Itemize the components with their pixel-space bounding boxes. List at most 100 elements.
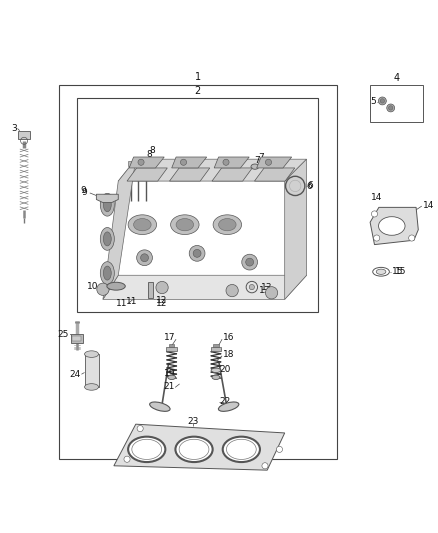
- Bar: [59, 85, 337, 459]
- Ellipse shape: [219, 402, 239, 411]
- Text: 2: 2: [194, 86, 200, 96]
- Circle shape: [97, 283, 109, 295]
- Ellipse shape: [219, 219, 236, 231]
- Polygon shape: [127, 168, 167, 181]
- Text: 9: 9: [82, 189, 88, 197]
- Bar: [128, 161, 134, 166]
- Text: 21: 21: [163, 383, 174, 391]
- Circle shape: [242, 254, 258, 270]
- Bar: [370, 85, 423, 122]
- Bar: [166, 347, 177, 351]
- Bar: [266, 164, 274, 170]
- Bar: [135, 161, 141, 166]
- Text: 17: 17: [164, 334, 175, 342]
- Text: 18: 18: [223, 351, 234, 359]
- Circle shape: [226, 285, 238, 297]
- Ellipse shape: [103, 266, 111, 280]
- Ellipse shape: [134, 219, 151, 231]
- Polygon shape: [103, 159, 136, 300]
- Polygon shape: [118, 159, 307, 181]
- Circle shape: [371, 211, 378, 217]
- Text: 6: 6: [307, 181, 313, 190]
- Circle shape: [387, 104, 395, 112]
- Text: 25: 25: [58, 330, 69, 339]
- Text: 8: 8: [149, 146, 155, 155]
- Ellipse shape: [100, 193, 114, 216]
- Bar: [148, 282, 153, 298]
- Bar: [169, 344, 174, 347]
- Circle shape: [137, 425, 143, 432]
- Bar: [85, 354, 99, 387]
- Polygon shape: [212, 168, 252, 181]
- Circle shape: [380, 99, 385, 103]
- Bar: [77, 98, 318, 312]
- Text: 22: 22: [219, 397, 230, 406]
- Text: 4: 4: [393, 72, 399, 83]
- Circle shape: [156, 281, 168, 294]
- Ellipse shape: [213, 215, 241, 235]
- Circle shape: [141, 254, 148, 262]
- Circle shape: [246, 258, 254, 266]
- Ellipse shape: [168, 375, 176, 379]
- Polygon shape: [96, 194, 118, 203]
- Ellipse shape: [223, 437, 260, 462]
- Polygon shape: [103, 275, 307, 300]
- Text: 13: 13: [261, 282, 272, 292]
- Ellipse shape: [175, 437, 213, 462]
- Bar: [213, 344, 219, 347]
- Polygon shape: [370, 207, 418, 245]
- Circle shape: [137, 250, 152, 265]
- Circle shape: [138, 159, 144, 165]
- Circle shape: [276, 446, 283, 453]
- Text: 9: 9: [80, 186, 86, 195]
- Ellipse shape: [132, 439, 162, 459]
- Circle shape: [265, 287, 278, 299]
- Circle shape: [189, 246, 205, 261]
- Polygon shape: [257, 157, 292, 168]
- Bar: [72, 336, 81, 341]
- Ellipse shape: [212, 375, 220, 379]
- Ellipse shape: [251, 164, 259, 169]
- Circle shape: [374, 235, 380, 241]
- Polygon shape: [254, 168, 295, 181]
- Text: 16: 16: [223, 334, 234, 342]
- Text: 15: 15: [392, 267, 403, 276]
- Circle shape: [193, 249, 201, 257]
- Ellipse shape: [226, 439, 256, 459]
- Circle shape: [389, 106, 393, 110]
- Text: 3: 3: [11, 124, 17, 133]
- Circle shape: [124, 456, 130, 462]
- Text: 12: 12: [156, 299, 167, 308]
- Ellipse shape: [179, 439, 209, 459]
- Circle shape: [378, 97, 386, 105]
- Bar: [143, 161, 149, 166]
- Bar: [71, 334, 83, 343]
- Ellipse shape: [376, 269, 386, 274]
- Text: 20: 20: [219, 365, 230, 374]
- Ellipse shape: [128, 215, 157, 235]
- Text: 15: 15: [395, 267, 406, 276]
- Bar: [18, 131, 30, 140]
- Ellipse shape: [128, 437, 166, 462]
- Text: 11: 11: [126, 297, 137, 306]
- Circle shape: [409, 235, 415, 241]
- Ellipse shape: [170, 215, 199, 235]
- Polygon shape: [214, 157, 249, 168]
- Text: 10: 10: [87, 282, 99, 290]
- Text: 14: 14: [423, 201, 434, 209]
- Text: 7: 7: [254, 157, 260, 165]
- Ellipse shape: [107, 282, 125, 290]
- Text: 14: 14: [371, 193, 382, 202]
- Text: 11: 11: [116, 299, 127, 308]
- Ellipse shape: [103, 232, 111, 246]
- Text: 8: 8: [146, 150, 152, 159]
- Ellipse shape: [150, 402, 170, 411]
- Polygon shape: [285, 159, 307, 300]
- Text: 7: 7: [258, 152, 264, 161]
- Circle shape: [262, 463, 268, 469]
- Circle shape: [223, 159, 229, 165]
- Ellipse shape: [103, 198, 111, 212]
- Ellipse shape: [85, 384, 99, 390]
- Text: 5: 5: [370, 98, 376, 106]
- Circle shape: [265, 159, 272, 165]
